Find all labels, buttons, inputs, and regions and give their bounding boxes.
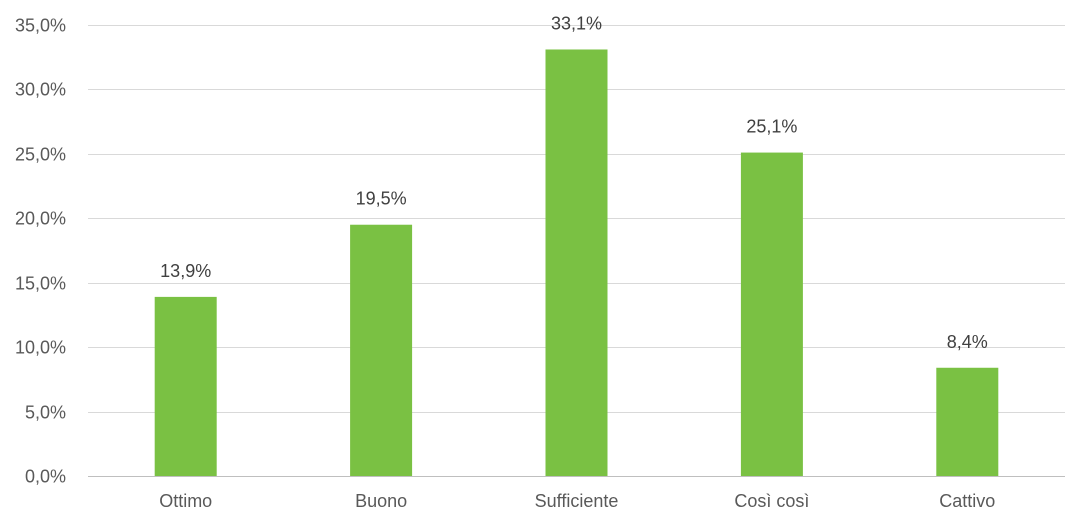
y-tick-label: 15,0% bbox=[15, 274, 66, 294]
category-label: Così così bbox=[734, 491, 809, 511]
category-label: Ottimo bbox=[159, 491, 212, 511]
bar bbox=[350, 224, 413, 476]
y-tick-label: 30,0% bbox=[15, 80, 66, 100]
category-label: Sufficiente bbox=[535, 491, 619, 511]
bars bbox=[154, 49, 999, 477]
bar bbox=[936, 367, 999, 476]
bar-value-label: 8,4% bbox=[947, 332, 988, 352]
y-tick-label: 35,0% bbox=[15, 16, 66, 36]
bar bbox=[545, 49, 608, 477]
x-axis-categories: Ottimo Buono Sufficiente Così così Cattivo bbox=[159, 491, 995, 511]
bar bbox=[154, 296, 217, 476]
bar-value-label: 13,9% bbox=[160, 261, 211, 281]
bar-value-label: 25,1% bbox=[746, 117, 797, 137]
data-labels: 13,9% 19,5% 33,1% 25,1% 8,4% bbox=[160, 13, 988, 351]
y-tick-label: 25,0% bbox=[15, 145, 66, 165]
y-axis-ticks: 0,0% 5,0% 10,0% 15,0% 20,0% 25,0% 30,0% 35,0% bbox=[15, 16, 66, 487]
bar-value-label: 19,5% bbox=[356, 189, 407, 209]
y-tick-label: 10,0% bbox=[15, 338, 66, 358]
category-label: Cattivo bbox=[939, 491, 995, 511]
y-tick-label: 5,0% bbox=[25, 403, 66, 423]
y-tick-label: 0,0% bbox=[25, 467, 66, 487]
bar bbox=[740, 152, 803, 476]
y-tick-label: 20,0% bbox=[15, 209, 66, 229]
category-label: Buono bbox=[355, 491, 407, 511]
bar-value-label: 33,1% bbox=[551, 13, 602, 33]
